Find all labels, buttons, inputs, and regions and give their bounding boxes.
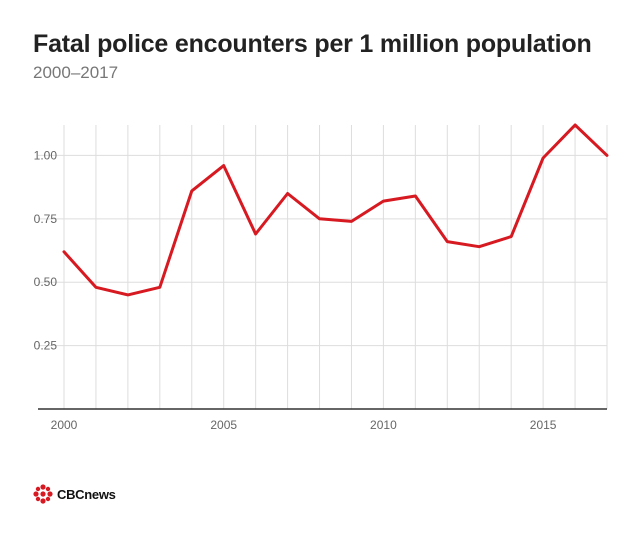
y-tick-label: 0.75 [34,212,58,226]
x-tick-label: 2015 [530,418,557,432]
x-tick-label: 2000 [51,418,78,432]
logo-text: CBCnews [57,486,116,502]
y-tick-label: 0.25 [34,339,58,353]
y-tick-label: 0.50 [34,275,58,289]
x-tick-label: 2010 [370,418,397,432]
cbc-gem-icon [33,484,53,504]
x-tick-label: 2005 [210,418,237,432]
cbc-logo: CBCnews [33,484,116,504]
chart-title: Fatal police encounters per 1 million po… [33,30,592,58]
chart-subtitle: 2000–2017 [33,63,119,82]
series-line [62,123,609,297]
y-tick-label: 1.00 [34,148,58,162]
